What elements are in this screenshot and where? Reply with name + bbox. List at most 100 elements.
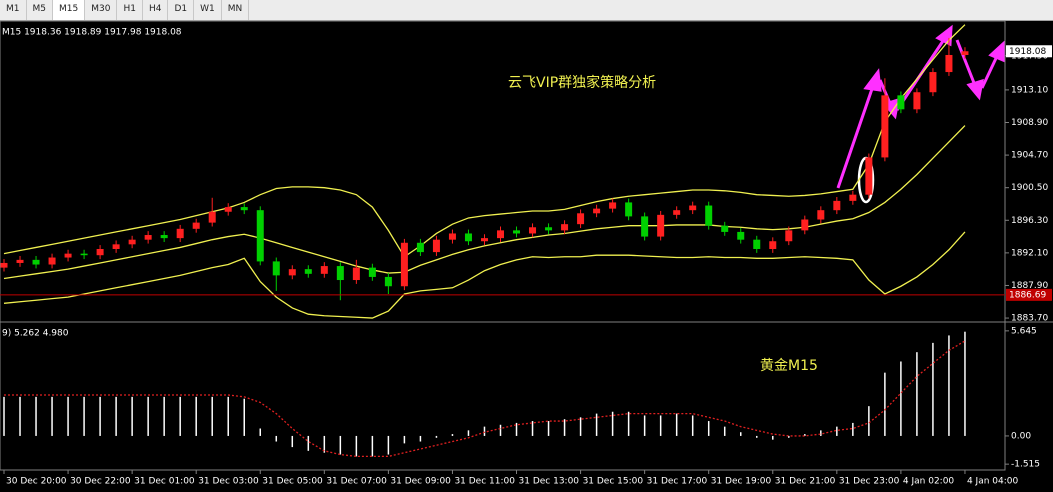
y-tick-label: 1883.70 bbox=[1011, 314, 1048, 324]
candle-body bbox=[432, 239, 440, 253]
timeframe-button[interactable]: M1 bbox=[0, 0, 27, 20]
candle-body bbox=[577, 213, 585, 225]
candle-body bbox=[513, 230, 521, 234]
candle-body bbox=[384, 276, 392, 287]
candle-body bbox=[256, 210, 264, 262]
candle-body bbox=[721, 225, 729, 232]
timeframe-button[interactable]: MN bbox=[222, 0, 250, 20]
candle-body bbox=[400, 242, 408, 287]
candle-body bbox=[496, 230, 504, 239]
timeframe-button[interactable]: D1 bbox=[168, 0, 195, 20]
candle-body bbox=[0, 262, 8, 268]
candle-body bbox=[705, 205, 713, 226]
candle-body bbox=[352, 267, 360, 281]
timeframe-button[interactable]: H1 bbox=[117, 0, 143, 20]
signal-line bbox=[4, 340, 966, 458]
x-tick-label: 31 Dec 13:00 bbox=[519, 477, 580, 487]
candle-body bbox=[176, 228, 184, 239]
y-tick-label: 1892.10 bbox=[1011, 248, 1048, 258]
band-upper bbox=[3, 24, 966, 258]
price-label-box bbox=[1006, 45, 1052, 58]
x-tick-label: 31 Dec 23:00 bbox=[839, 477, 900, 487]
candle-body bbox=[849, 194, 857, 201]
candle-body bbox=[785, 230, 793, 242]
y-tick-label: 1900.50 bbox=[1011, 183, 1048, 193]
candle-body bbox=[657, 214, 665, 237]
hline-label: 1886.69 bbox=[1009, 290, 1046, 300]
plot-frame bbox=[0, 21, 1006, 471]
y-tick-label: 1887.90 bbox=[1011, 281, 1048, 291]
timeframe-button[interactable]: H4 bbox=[143, 0, 169, 20]
candle-body bbox=[545, 227, 553, 231]
x-tick-label: 30 Dec 22:00 bbox=[70, 477, 131, 487]
x-tick-label: 31 Dec 09:00 bbox=[390, 477, 451, 487]
candle-body bbox=[480, 238, 488, 242]
annotation: 云飞VIP群独家策略分析 bbox=[508, 74, 656, 91]
candle-body bbox=[288, 269, 296, 276]
y-tick-label: 1896.30 bbox=[1011, 216, 1048, 226]
x-tick-label: 31 Dec 21:00 bbox=[775, 477, 836, 487]
candle-body bbox=[192, 222, 200, 229]
candle-body bbox=[336, 266, 344, 281]
toolbar: M1 M5 M15 M30 H1 H4 D1 W1 MN bbox=[0, 0, 1053, 21]
x-tick-label: 4 Jan 02:00 bbox=[903, 477, 955, 487]
candle-body bbox=[561, 224, 569, 231]
x-tick-label: 4 Jan 04:00 bbox=[967, 477, 1019, 487]
candle-body bbox=[673, 210, 681, 215]
x-tick-label: 31 Dec 11:00 bbox=[454, 477, 515, 487]
candle-body bbox=[32, 259, 40, 265]
x-tick-label: 30 Dec 20:00 bbox=[6, 477, 67, 487]
y-tick-label: 1913.10 bbox=[1011, 85, 1048, 95]
panel-header: 9) 5.262 4.980 bbox=[2, 329, 69, 339]
trend-arrows bbox=[836, 24, 1005, 189]
candle-body bbox=[416, 242, 424, 253]
candle-body bbox=[48, 257, 56, 265]
candle-body bbox=[881, 95, 889, 158]
y-tick-label: -1.515 bbox=[1011, 460, 1040, 470]
x-tick-label: 31 Dec 07:00 bbox=[326, 477, 387, 487]
candle-body bbox=[897, 95, 905, 110]
x-tick-label: 31 Dec 19:00 bbox=[711, 477, 772, 487]
candle-body bbox=[769, 241, 777, 249]
candle-body bbox=[833, 200, 841, 211]
chart: 1917.501913.101908.901904.701900.501896.… bbox=[0, 21, 1053, 487]
y-tick-label: 1908.90 bbox=[1011, 118, 1048, 128]
candle-body bbox=[144, 235, 152, 240]
candle-body bbox=[240, 207, 248, 211]
panel-header: M15 1918.36 1918.89 1917.98 1918.08 bbox=[2, 28, 182, 38]
candle-body bbox=[112, 244, 120, 249]
candle-body bbox=[368, 267, 376, 277]
candle-body bbox=[304, 269, 312, 274]
band-lower bbox=[3, 231, 966, 319]
timeframe-button[interactable]: M5 bbox=[27, 0, 53, 20]
price-label: 1918.08 bbox=[1009, 47, 1046, 57]
y-tick-label: 5.645 bbox=[1011, 326, 1037, 336]
y-tick-label: 1904.70 bbox=[1011, 151, 1048, 161]
candle-body bbox=[80, 253, 88, 256]
candle-body bbox=[641, 216, 649, 237]
candle-body bbox=[689, 205, 697, 211]
x-tick-label: 31 Dec 01:00 bbox=[134, 477, 195, 487]
candle-body bbox=[753, 239, 761, 249]
candle-body bbox=[448, 233, 456, 240]
candle-body bbox=[593, 208, 601, 214]
candle-body bbox=[208, 211, 216, 223]
candle-body bbox=[929, 72, 937, 93]
candle-body bbox=[945, 54, 953, 73]
x-tick-label: 31 Dec 17:00 bbox=[647, 477, 708, 487]
timeframe-button[interactable]: M15 bbox=[53, 0, 86, 20]
candle-body bbox=[529, 227, 537, 234]
candle-body bbox=[272, 261, 280, 276]
candle-body bbox=[128, 239, 136, 245]
candle-body bbox=[464, 233, 472, 242]
candle-body bbox=[817, 210, 825, 220]
candle-body bbox=[96, 248, 104, 256]
candle-body bbox=[737, 231, 745, 240]
candle-body bbox=[961, 51, 969, 55]
timeframe-button[interactable]: M30 bbox=[85, 0, 118, 20]
x-tick-label: 31 Dec 15:00 bbox=[583, 477, 644, 487]
candle-body bbox=[320, 266, 328, 274]
annotation: 黄金M15 bbox=[760, 357, 818, 374]
timeframe-button[interactable]: W1 bbox=[194, 0, 222, 20]
